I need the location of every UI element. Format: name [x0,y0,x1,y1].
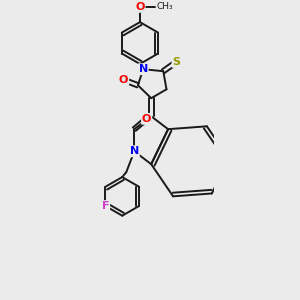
Text: O: O [135,2,145,12]
Text: O: O [119,75,128,85]
Text: CH₃: CH₃ [157,2,173,11]
Text: O: O [142,114,151,124]
Text: N: N [130,146,139,156]
Text: S: S [172,57,180,67]
Text: F: F [102,201,109,211]
Text: N: N [139,64,148,74]
